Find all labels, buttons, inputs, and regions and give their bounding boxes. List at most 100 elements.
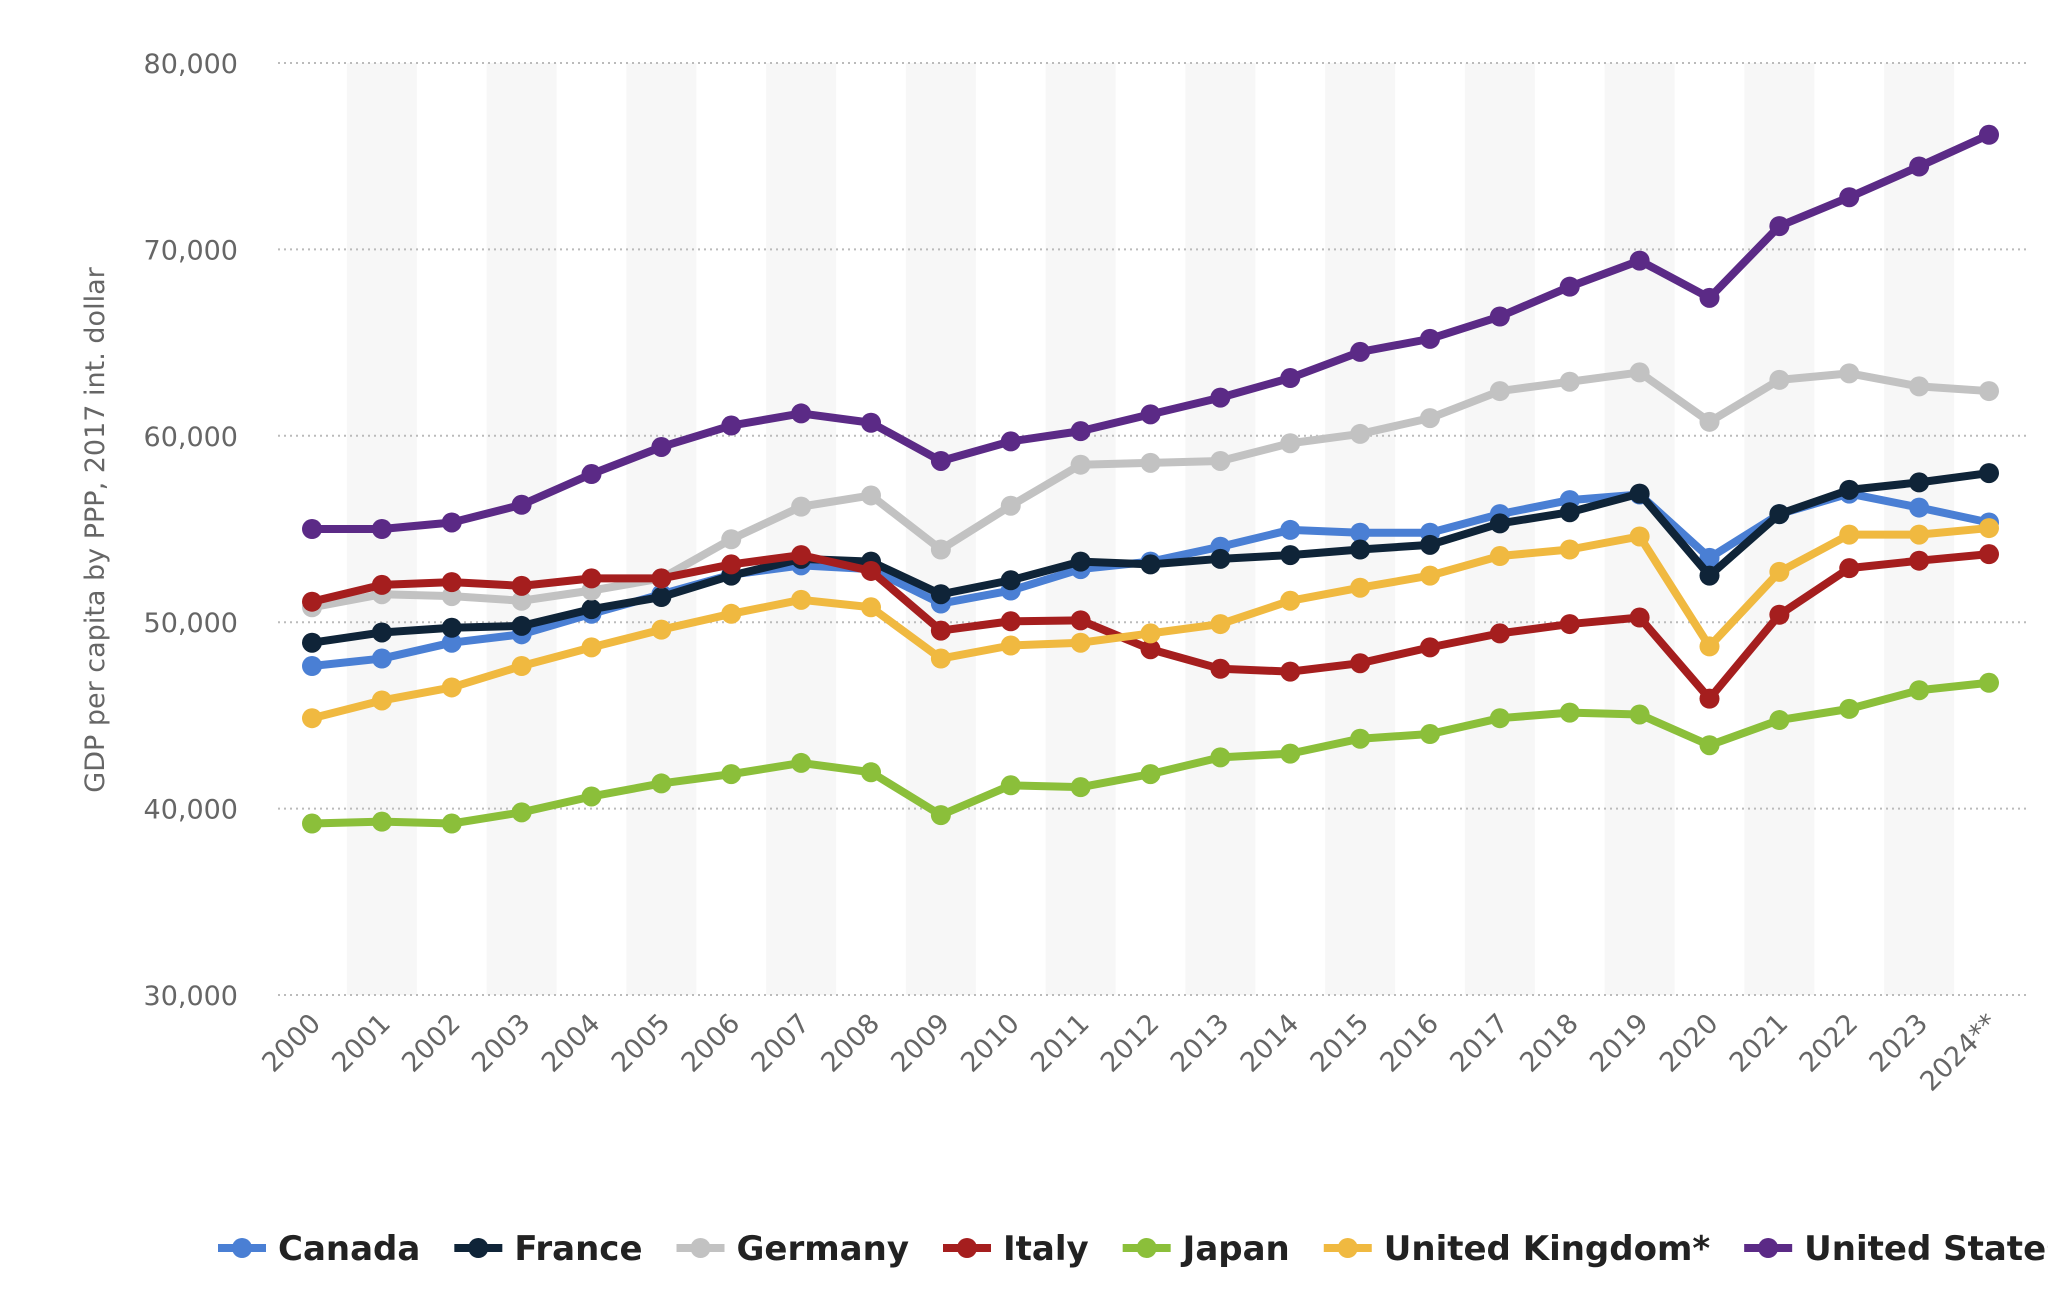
y-tick-label: 80,000 [144, 49, 238, 80]
point [581, 464, 602, 485]
point [1839, 524, 1860, 545]
point [371, 519, 392, 539]
point [441, 572, 462, 593]
point [511, 802, 532, 823]
point [1000, 611, 1021, 632]
point [1559, 614, 1580, 635]
x-tick-label: 2017 [1444, 1008, 1515, 1079]
point [1559, 702, 1580, 723]
point [1420, 408, 1440, 429]
point [721, 764, 742, 785]
x-tick-label: 2004 [536, 1008, 607, 1079]
point [1000, 495, 1021, 516]
y-tick-label: 30,000 [144, 981, 238, 1012]
point [1699, 411, 1720, 432]
point [1489, 381, 1510, 402]
point [721, 529, 742, 550]
point [721, 603, 742, 624]
x-tick-label: 2009 [885, 1008, 956, 1079]
point [1769, 504, 1790, 525]
legend-label: Germany [737, 1229, 909, 1269]
point [1210, 614, 1231, 635]
x-tick-label: 2006 [676, 1008, 747, 1079]
y-tick-label: 60,000 [144, 422, 238, 453]
point [1979, 463, 1999, 484]
legend-label: Italy [1003, 1229, 1089, 1269]
point [371, 690, 392, 711]
point [791, 403, 812, 424]
point [721, 554, 742, 575]
point [1070, 610, 1091, 631]
point [1070, 454, 1091, 475]
point [511, 494, 532, 515]
point [1629, 483, 1650, 504]
point [1979, 124, 1999, 145]
point [1909, 472, 1930, 493]
point [302, 519, 322, 539]
point [1280, 743, 1301, 764]
point [1979, 518, 1999, 539]
x-tick-label: 2019 [1584, 1008, 1655, 1079]
x-tick-label: 2007 [746, 1008, 817, 1079]
point [1699, 287, 1720, 308]
x-tick-label: 2016 [1374, 1008, 1445, 1079]
point [1280, 368, 1301, 389]
point [930, 450, 951, 471]
point [302, 632, 322, 653]
point [371, 648, 392, 669]
point [441, 632, 462, 653]
point [441, 677, 462, 698]
point [1140, 452, 1161, 473]
point [371, 811, 392, 832]
point [1699, 688, 1720, 709]
x-tick-label: 2000 [256, 1008, 327, 1079]
x-tick-label: 2014 [1235, 1008, 1306, 1079]
point [1420, 565, 1440, 586]
x-tick-label: 2020 [1654, 1008, 1725, 1079]
legend-label: Japan [1181, 1229, 1290, 1269]
point [581, 786, 602, 807]
point [302, 591, 322, 612]
point [1140, 623, 1161, 644]
point [1979, 381, 1999, 402]
point [1979, 544, 1999, 565]
point [1210, 548, 1231, 569]
point [1070, 421, 1091, 442]
point [1210, 658, 1231, 679]
x-tick-label: 2013 [1165, 1008, 1236, 1079]
point [581, 599, 602, 620]
point [1699, 547, 1720, 568]
point [1489, 546, 1510, 567]
point [1909, 376, 1930, 397]
point [791, 752, 812, 773]
point [1769, 561, 1790, 582]
point [1280, 590, 1301, 611]
point [511, 590, 532, 611]
legend-label: United Kingdom* [1384, 1229, 1711, 1269]
x-tick-label: 2010 [955, 1008, 1026, 1079]
point [1070, 777, 1091, 798]
point [1699, 565, 1720, 586]
legend-marker [957, 1238, 977, 1258]
legend-marker [1758, 1238, 1779, 1258]
point [1699, 636, 1720, 657]
point [1140, 554, 1161, 575]
point [1350, 728, 1371, 749]
point [651, 587, 672, 608]
point [1210, 747, 1231, 768]
point [302, 656, 322, 677]
point [1979, 672, 1999, 693]
x-tick-label: 2021 [1724, 1008, 1795, 1079]
point [1350, 577, 1371, 598]
x-tick-label: 2011 [1025, 1008, 1096, 1079]
point [1909, 156, 1930, 177]
point [1629, 607, 1650, 628]
point [721, 415, 742, 436]
point [1350, 423, 1371, 444]
x-tick-label: 2005 [606, 1008, 677, 1079]
point [441, 586, 462, 607]
y-tick-label: 40,000 [144, 795, 238, 826]
point [1909, 524, 1930, 545]
point [1489, 708, 1510, 729]
